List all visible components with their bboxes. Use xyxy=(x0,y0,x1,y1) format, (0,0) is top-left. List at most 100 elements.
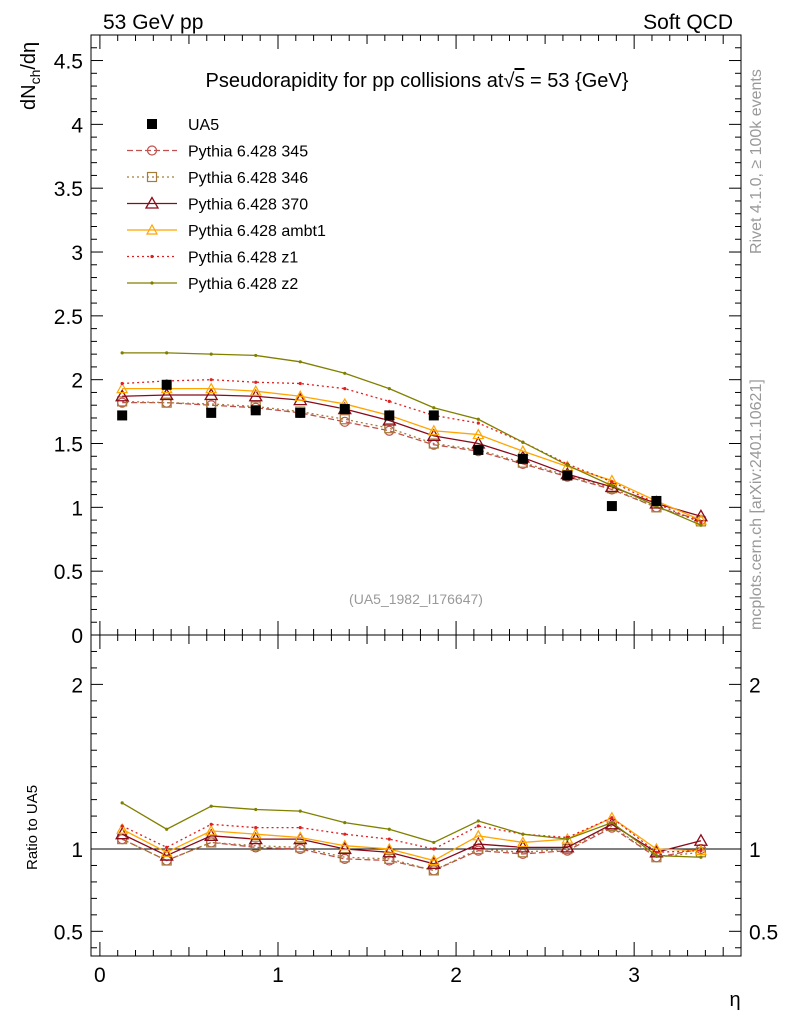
series-370-point xyxy=(159,387,174,401)
ua5-data-point xyxy=(428,410,439,421)
y-tick-label: 0.5 xyxy=(54,561,83,584)
ratio-tick-label: 1 xyxy=(71,839,83,862)
series-z2-ratio-point xyxy=(521,832,525,836)
ua5-data-point xyxy=(517,453,528,464)
y-axis-label-main: dN xyxy=(18,84,40,110)
series-z1-ratio-point xyxy=(432,847,436,851)
ua5-data-point xyxy=(206,407,217,418)
series-z2-ratio-point xyxy=(565,837,569,841)
y-tick-label: 2 xyxy=(71,370,83,393)
ratio-y-axis-label: Ratio to UA5 xyxy=(24,785,41,870)
series-370-ratio-point xyxy=(471,836,486,850)
series-z2-ratio-point xyxy=(387,827,391,831)
series-370-ratio-point xyxy=(159,848,174,861)
series-ambt1-point xyxy=(116,382,129,394)
y-tick-label: 3.5 xyxy=(54,178,83,201)
main-series-layer xyxy=(115,351,709,527)
ratio-tick-label-right: 2 xyxy=(749,674,761,697)
y-tick-label: 4.5 xyxy=(54,51,83,74)
series-z2-point xyxy=(610,484,614,488)
ua5-data-point xyxy=(295,407,306,418)
ua5-data-point xyxy=(339,404,350,415)
y-tick-label: 1.5 xyxy=(54,434,83,457)
ua5-data-point xyxy=(161,379,172,390)
series-346-line xyxy=(122,400,702,523)
series-z2-point xyxy=(120,351,124,355)
series-ambt1-point xyxy=(205,382,218,394)
series-346-ratio-point xyxy=(295,842,306,853)
series-ambt1-ratio-line xyxy=(121,816,701,862)
y-axis-label-sub: ch xyxy=(27,70,43,85)
legend-marker xyxy=(147,119,157,129)
series-z2-point xyxy=(209,352,213,356)
series-z2-point xyxy=(298,360,302,364)
series-z2-point xyxy=(565,463,569,467)
chart-title: Pseudorapidity for pp collisions at√s = … xyxy=(206,70,629,92)
x-axis: 0 1 2 3 xyxy=(94,635,724,987)
chart-title-prefix: Pseudorapidity for pp collisions at xyxy=(206,70,504,92)
header-left: 53 GeV pp xyxy=(103,11,203,34)
series-z2-point xyxy=(387,387,391,391)
legend-label: Pythia 6.428 345 xyxy=(188,144,308,161)
series-ambt1-point xyxy=(427,424,440,436)
series-z1-ratio-point xyxy=(610,816,614,820)
series-z1-ratio-point xyxy=(165,845,169,849)
series-346-point xyxy=(384,423,395,434)
ua5-data-point xyxy=(250,405,261,416)
series-z2-ratio-point xyxy=(699,855,703,859)
series-z1-ratio-point xyxy=(298,826,302,830)
series-370-ratio-point xyxy=(693,833,709,846)
series-345-ratio-point xyxy=(428,865,439,876)
series-z2-ratio-point xyxy=(432,840,436,845)
series-ambt1-ratio-point xyxy=(338,839,351,851)
x-tick-label: 0 xyxy=(94,964,106,987)
series-ambt1-ratio-point xyxy=(116,823,129,834)
series-z1-point xyxy=(476,421,480,425)
main-x-ticks xyxy=(99,35,724,635)
series-370-line xyxy=(122,394,702,517)
series-ambt1-ratio-point xyxy=(516,836,529,848)
series-370-ratio-line xyxy=(121,823,702,865)
series-ambt1-point xyxy=(472,428,485,440)
series-346-ratio-point xyxy=(428,865,439,876)
ua5-data-layer xyxy=(117,379,662,512)
series-z1-ratio-point xyxy=(476,824,480,828)
series-370-point xyxy=(204,387,219,401)
series-370-ratio-point xyxy=(382,844,397,858)
series-z2-ratio-point xyxy=(343,821,347,825)
series-z1-point xyxy=(120,381,124,386)
series-370-point xyxy=(293,392,308,406)
series-z1-point xyxy=(343,387,347,391)
ua5-data-point xyxy=(606,501,617,512)
x-tick-label: 2 xyxy=(450,964,462,987)
legend-marker xyxy=(150,281,154,285)
ratio-plot-frame xyxy=(90,634,742,957)
y-tick-label: 1 xyxy=(71,497,83,520)
ratio-plot-panel: 0.5 0.5 1 1 2 2 0 1 2 3 Ratio to UA5 η xyxy=(24,634,778,1011)
y-tick-label: 3 xyxy=(71,242,83,265)
series-ambt1-point xyxy=(294,390,307,401)
series-370-point xyxy=(115,388,130,402)
series-345-ratio-line xyxy=(121,826,702,872)
x-axis-label: η xyxy=(729,989,740,1011)
series-ambt1-ratio-point xyxy=(294,831,307,843)
series-z2-point xyxy=(476,417,480,421)
series-z1-ratio-point xyxy=(699,849,703,853)
series-ambt1-ratio-point xyxy=(249,827,262,839)
series-z1-point xyxy=(699,521,703,525)
series-z1-point xyxy=(610,480,614,484)
legend-marker xyxy=(145,223,159,235)
series-z2-ratio-point xyxy=(254,807,258,812)
series-z2-point xyxy=(343,371,347,375)
series-z1-ratio-line xyxy=(121,816,701,853)
ua5-data-point xyxy=(384,410,395,421)
series-ambt1-ratio-point xyxy=(205,824,218,836)
main-y-axis: 0 0.5 1 1.5 2 2.5 3 3.5 4 4.5 xyxy=(54,34,741,648)
series-z1-ratio-point xyxy=(654,850,659,854)
series-z1-point xyxy=(298,381,302,386)
series-ambt1-ratio-point xyxy=(160,846,173,857)
series-z2-point xyxy=(521,440,525,444)
series-z2-point xyxy=(699,523,703,527)
y-tick-label: 2.5 xyxy=(54,306,83,329)
